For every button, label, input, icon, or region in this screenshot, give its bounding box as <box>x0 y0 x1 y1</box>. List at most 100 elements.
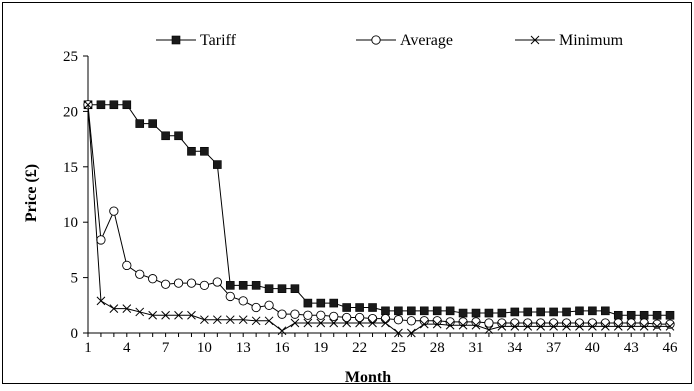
cross-stroke <box>613 321 623 331</box>
data-point-average <box>303 310 313 320</box>
data-point-tariff <box>626 310 636 320</box>
x-tick-label: 16 <box>275 340 291 356</box>
cross-stroke <box>562 321 571 331</box>
data-point-average <box>419 316 429 326</box>
data-point-average <box>548 318 559 328</box>
data-point-minimum <box>536 321 546 331</box>
x-tick-label: 19 <box>313 340 328 356</box>
data-point-minimum <box>96 296 106 306</box>
data-point-tariff <box>445 306 455 316</box>
x-tick-label: 25 <box>391 340 406 356</box>
cross-stroke <box>626 321 636 331</box>
data-point-minimum <box>394 328 403 338</box>
data-point-minimum <box>251 316 261 326</box>
cross-stroke <box>238 315 248 325</box>
data-point-tariff <box>225 281 235 290</box>
data-point-tariff <box>368 303 377 312</box>
x-tick-label: 1 <box>84 340 92 356</box>
x-tick-label: 34 <box>507 340 523 356</box>
cross-stroke <box>355 318 364 328</box>
y-tick-label: 5 <box>71 271 79 287</box>
data-point-minimum <box>225 315 235 325</box>
data-point-tariff <box>355 303 364 312</box>
cross-stroke <box>652 321 662 331</box>
data-point-minimum <box>665 321 675 331</box>
data-point-minimum <box>368 318 377 328</box>
legend: Tariff Average Minimum <box>156 32 624 49</box>
cross-stroke <box>600 321 610 331</box>
data-point-tariff <box>394 306 403 316</box>
data-point-tariff <box>432 306 442 316</box>
x-tick-label: 37 <box>546 340 562 356</box>
data-point-average <box>160 279 171 289</box>
cross-stroke <box>588 321 597 331</box>
data-point-tariff <box>174 131 183 141</box>
data-point-average <box>626 318 636 328</box>
cross-stroke <box>523 321 533 331</box>
data-point-average <box>497 318 507 328</box>
data-point-average <box>96 235 106 245</box>
data-point-tariff <box>549 307 558 317</box>
data-point-average <box>186 278 197 288</box>
data-point-minimum <box>600 321 610 331</box>
data-point-average <box>665 319 675 329</box>
x-tick-label: 10 <box>197 340 212 356</box>
cross-stroke <box>96 296 106 306</box>
data-point-average <box>329 311 339 322</box>
series-line-average <box>87 104 670 325</box>
data-point-tariff <box>109 100 119 110</box>
data-point-tariff <box>471 308 481 318</box>
data-point-average <box>523 318 533 328</box>
cross-stroke <box>122 304 132 313</box>
cross-stroke <box>368 318 377 328</box>
data-point-average <box>173 278 184 288</box>
data-point-average <box>484 318 494 328</box>
x-tick-label: 28 <box>430 340 445 356</box>
y-axis-label: Price (£) <box>23 164 40 222</box>
data-point-tariff <box>536 307 545 317</box>
data-point-tariff <box>510 307 520 317</box>
y-tick-label: 25 <box>63 49 78 65</box>
data-point-minimum <box>122 304 132 313</box>
cross-stroke <box>406 328 416 338</box>
data-point-average <box>432 316 442 326</box>
data-point-average <box>354 312 365 323</box>
data-point-minimum <box>290 318 300 328</box>
data-point-tariff <box>238 281 248 290</box>
data-point-average <box>367 313 378 324</box>
data-point-average <box>510 318 520 328</box>
data-point-average <box>458 317 468 327</box>
data-point-average <box>264 300 274 310</box>
legend-label-tariff: Tariff <box>200 32 237 49</box>
data-point-average <box>393 315 404 325</box>
y-tick-label: 0 <box>71 326 79 342</box>
cross-stroke <box>251 316 261 326</box>
data-point-tariff <box>316 298 326 308</box>
data-point-average <box>238 296 248 306</box>
cross-stroke <box>277 326 287 336</box>
cross-stroke <box>212 315 222 325</box>
x-tick-label: 46 <box>663 340 679 356</box>
data-point-average <box>561 318 572 328</box>
cross-stroke <box>432 319 442 329</box>
data-point-tariff <box>639 310 649 320</box>
cross-stroke <box>148 310 158 320</box>
data-point-tariff <box>277 284 287 293</box>
data-point-tariff <box>342 303 351 312</box>
data-point-tariff <box>303 298 313 308</box>
data-point-minimum <box>238 315 248 325</box>
data-point-minimum <box>575 321 584 331</box>
cross-stroke <box>497 321 507 331</box>
data-point-average <box>122 260 132 271</box>
data-point-tariff <box>562 307 571 317</box>
legend-label-average: Average <box>400 32 453 49</box>
data-point-minimum <box>355 318 364 328</box>
data-point-tariff <box>523 307 533 317</box>
data-point-average <box>342 312 352 323</box>
cross-stroke <box>200 315 209 325</box>
data-point-minimum <box>135 307 145 317</box>
data-point-average <box>212 277 222 287</box>
x-tick-label: 31 <box>469 340 484 356</box>
data-point-average <box>148 274 158 284</box>
data-point-tariff <box>381 306 390 316</box>
